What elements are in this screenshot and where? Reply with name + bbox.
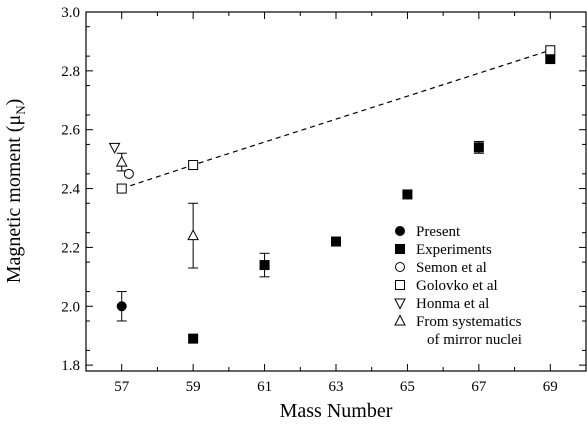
point-golovko-et-al — [116, 183, 127, 194]
point-golovko-et-al — [545, 45, 556, 56]
y-axis-label: Magnetic moment (μN) — [3, 99, 28, 284]
point-experiments — [331, 236, 341, 247]
point-semon-et-al — [123, 168, 134, 179]
legend-label-semon-et-al: Semon et al — [416, 260, 487, 276]
x-tick-label: 61 — [257, 379, 272, 395]
point-from-systematics — [115, 155, 128, 167]
legend-marker-honma-et-al — [394, 298, 406, 310]
point-experiments — [188, 333, 199, 344]
point-experiments — [545, 54, 556, 65]
legend-label-golovko-et-al: Golovko et al — [416, 278, 498, 294]
point-experiments — [259, 260, 270, 271]
point-experiments — [402, 189, 413, 200]
legend-marker-semon-et-al — [395, 262, 405, 272]
y-tick-label: 2.6 — [61, 123, 80, 139]
legend-marker-experiments — [395, 244, 405, 254]
x-tick-label: 65 — [400, 379, 415, 395]
y-tick-label: 2.2 — [61, 240, 80, 256]
legend-label-present: Present — [416, 224, 461, 240]
legend-marker-from-systematics — [394, 314, 406, 326]
legend: Present Experiments Semon et al Golovko et … — [394, 224, 522, 348]
point-experiments — [473, 142, 484, 153]
legend-marker-golovko-et-al — [395, 280, 405, 290]
legend-label-honma-et-al: Honma et al — [416, 296, 489, 312]
point-golovko-et-al — [188, 160, 199, 171]
legend-label-from-systematics: From systematics — [416, 314, 522, 330]
tick-labels: 1.8 2.0 2.2 2.4 2.6 2.8 3.0 57 59 61 63 65 67 69 — [61, 5, 558, 395]
x-tick-label: 57 — [114, 379, 130, 395]
x-tick-label: 67 — [471, 379, 487, 395]
data-points — [108, 45, 556, 344]
dashed-trend-line — [121, 49, 551, 190]
x-tick-label: 63 — [329, 379, 344, 395]
legend-label-experiments: Experiments — [416, 242, 492, 258]
point-from-systematics — [187, 229, 199, 241]
x-tick-label: 69 — [543, 379, 558, 395]
y-tick-label: 2.0 — [61, 299, 80, 315]
x-axis-label: Mass Number — [280, 400, 393, 422]
y-tick-label: 2.4 — [61, 182, 80, 198]
y-tick-label: 2.8 — [61, 64, 80, 80]
point-present — [116, 301, 127, 312]
point-honma-et-al — [108, 142, 121, 154]
y-tick-label: 3.0 — [61, 5, 80, 21]
x-tick-label: 59 — [186, 379, 201, 395]
trend-line — [121, 49, 551, 190]
legend-marker-present — [395, 226, 405, 236]
axes — [85, 11, 587, 372]
y-tick-label: 1.8 — [61, 358, 80, 374]
legend-label-from-systematics-line2: of mirror nuclei — [427, 332, 522, 348]
